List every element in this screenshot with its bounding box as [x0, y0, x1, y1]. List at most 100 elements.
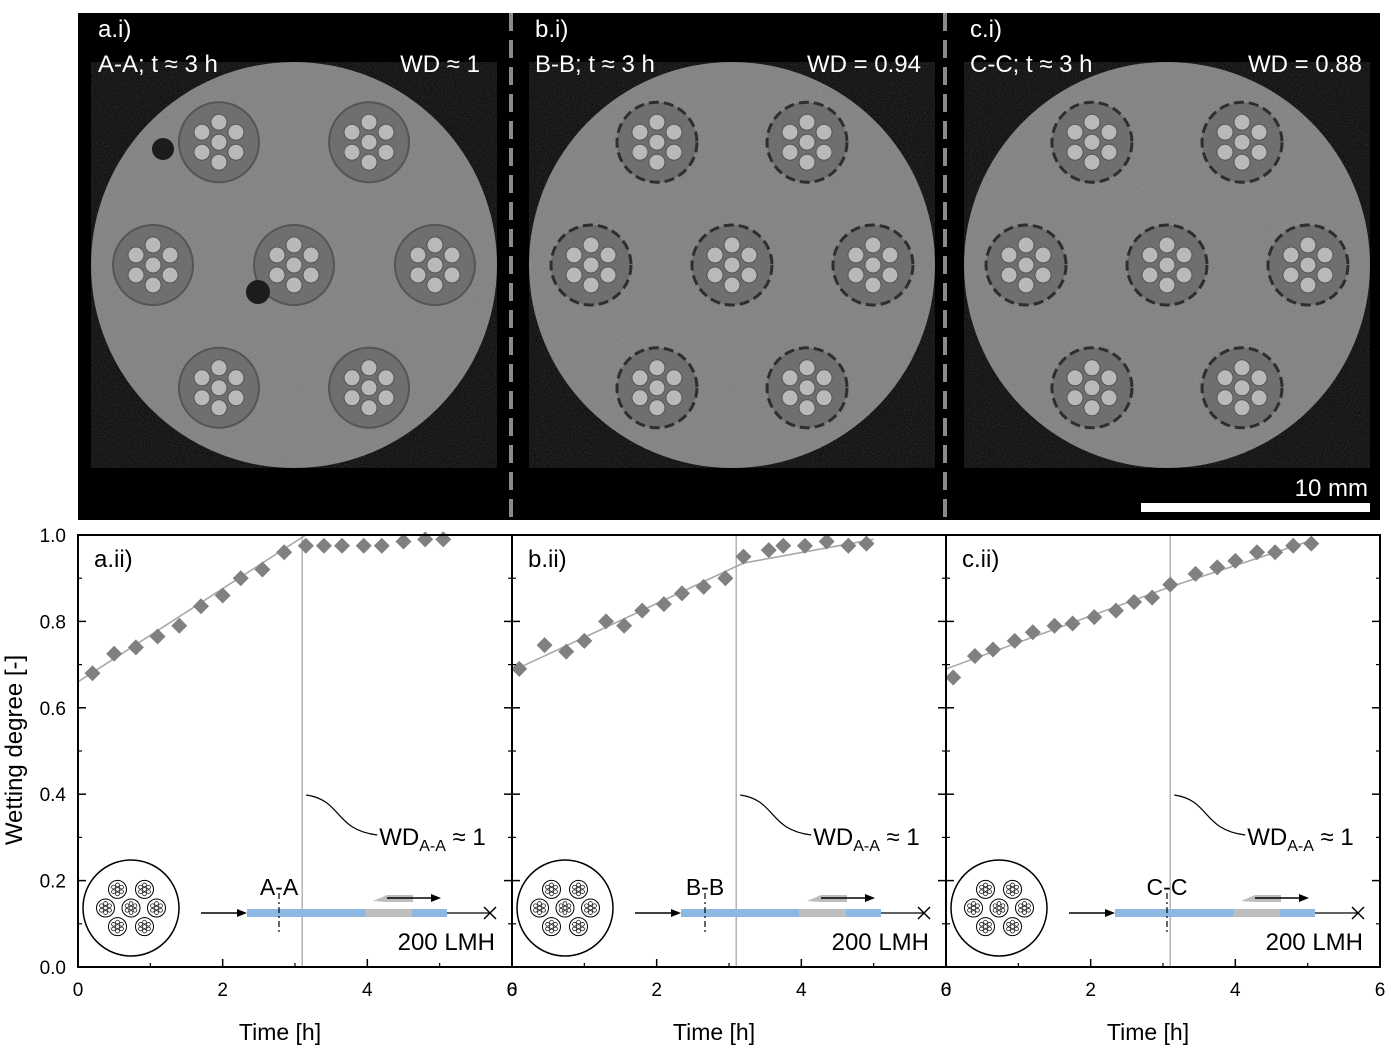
fiber [1250, 389, 1268, 407]
fiber [426, 256, 444, 274]
fiber [443, 246, 461, 264]
module-fiber-icon [545, 889, 550, 894]
module-bundle-icon [108, 917, 127, 937]
module-fiber-icon [537, 905, 542, 911]
module-fiber-icon [987, 884, 992, 890]
data-point [576, 632, 593, 649]
fiber [193, 389, 211, 407]
flow-arrow-head [865, 894, 875, 902]
module-icon [950, 859, 1048, 957]
module-fiber-icon [158, 908, 163, 913]
dead-end-mark [917, 906, 931, 920]
x-tick-label: 2 [651, 980, 662, 1001]
section-label: B-B [686, 874, 724, 900]
module-fiber-icon [132, 903, 138, 908]
module-fiber-icon [533, 903, 538, 908]
fiber [631, 389, 649, 407]
module-fiber-icon [545, 922, 550, 927]
module-bundle-icon [555, 898, 575, 918]
data-point [985, 641, 1002, 658]
module-fiber-icon [1026, 903, 1031, 908]
fiber [227, 143, 245, 161]
scale-bar [1141, 503, 1370, 512]
annotation-main: WD [379, 824, 419, 851]
fiber [798, 399, 816, 417]
membrane-bar [681, 909, 881, 917]
module-fiber-icon [146, 889, 151, 894]
module-fiber-icon [146, 922, 151, 927]
chart-panel: 0 2 4 6 Time [h] c.ii) WDA-A ≈ 1 C-C 200 LMH [941, 534, 1386, 1045]
module-fiber-icon [1010, 919, 1015, 925]
data-point [171, 617, 188, 634]
fiber [881, 266, 899, 284]
x-tick-label: 6 [1375, 980, 1386, 1001]
annotation-tail: ≈ 1 [880, 824, 920, 851]
data-point [276, 544, 293, 561]
module-bundle-icon [542, 879, 561, 899]
module-fiber-icon [1010, 924, 1015, 929]
data-point [655, 596, 672, 613]
fiber [343, 369, 361, 387]
module-fiber-icon [111, 889, 116, 894]
module-fiber-icon [987, 922, 992, 927]
dead-end-mark [1351, 906, 1365, 920]
fiber [161, 246, 179, 264]
fiber [665, 123, 683, 141]
fiber [723, 236, 741, 254]
panel-label: a.ii) [94, 546, 133, 573]
module-fiber-icon [115, 919, 120, 925]
module-fiber-icon [154, 910, 159, 915]
module-fiber-icon [1006, 884, 1011, 890]
module-fiber-icon [572, 884, 577, 890]
data-point [616, 617, 633, 634]
data-point [214, 587, 231, 604]
y-tick-label: 0.2 [40, 872, 66, 893]
fiber [268, 266, 286, 284]
fiber [648, 153, 666, 171]
module-fiber-icon [558, 903, 564, 908]
module-fiber-icon [119, 926, 124, 932]
module-fiber-icon [580, 884, 585, 890]
module-fiber-icon [979, 884, 984, 890]
fiber [864, 256, 882, 274]
y-tick-label: 1.0 [40, 526, 66, 547]
fiber [1066, 143, 1084, 161]
fiber [210, 399, 228, 417]
membrane-bar [247, 909, 447, 917]
module-fiber-icon [549, 887, 554, 892]
module-fiber-icon [566, 908, 572, 913]
module-icon [516, 859, 614, 957]
data-point [192, 598, 209, 615]
module-fiber-icon [580, 889, 585, 894]
fiber [210, 113, 228, 131]
fiber [631, 143, 649, 161]
module-fiber-icon [562, 901, 568, 906]
image-wd-text: WD = 0.94 [807, 51, 921, 78]
fiber [1083, 133, 1101, 151]
x-axis-label: Time [h] [1107, 1019, 1189, 1045]
fiber [1233, 399, 1251, 417]
fiber [798, 359, 816, 377]
fiber [582, 276, 600, 294]
module-fiber-icon [150, 903, 155, 908]
chart-panel: 0 2 4 6 Time [h] b.ii) WDA-A ≈ 1 B-B 200 LMH [507, 533, 951, 1045]
data-point [297, 537, 314, 554]
module-fiber-icon [992, 903, 998, 908]
annotation-leader [306, 794, 378, 836]
module-bundle-icon [530, 898, 549, 918]
fiber [1158, 276, 1176, 294]
module-fiber-icon [1014, 922, 1019, 927]
module-fiber-icon [580, 922, 585, 927]
module-fiber-icon [979, 926, 984, 932]
section-label: C-C [1147, 874, 1188, 900]
module-fiber-icon [562, 910, 568, 915]
module-fiber-icon [996, 901, 1002, 906]
fiber [781, 143, 799, 161]
fiber [302, 246, 320, 264]
module-fiber-icon [967, 908, 972, 913]
fiber [1034, 266, 1052, 284]
annotation-main: WD [813, 824, 853, 851]
module-fiber-icon [128, 905, 134, 911]
fiber [1083, 379, 1101, 397]
fiber [781, 123, 799, 141]
